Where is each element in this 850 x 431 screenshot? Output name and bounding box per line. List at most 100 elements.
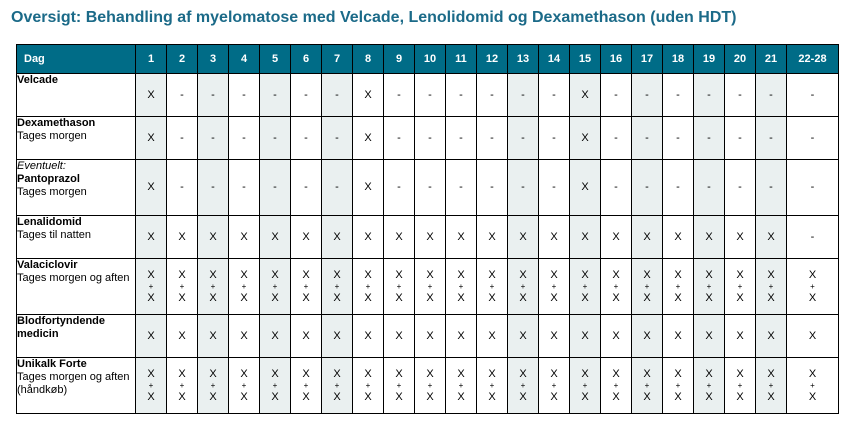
header-day-1: 1 bbox=[135, 44, 167, 74]
schedule-cell: X + X bbox=[352, 258, 384, 315]
table-row: Blodfortyndende medicin X X X X X X X X X X X X X X X X X… bbox=[16, 314, 839, 358]
schedule-cell: X + X bbox=[228, 357, 260, 414]
schedule-cell: X bbox=[414, 314, 446, 358]
schedule-cell: X bbox=[786, 314, 839, 358]
schedule-cell: - bbox=[600, 159, 632, 216]
schedule-cell: X bbox=[569, 116, 601, 160]
schedule-cell: - bbox=[662, 159, 694, 216]
schedule-cell: - bbox=[445, 73, 477, 117]
schedule-cell: X + X bbox=[755, 258, 787, 315]
schedule-cell: X bbox=[445, 215, 477, 259]
schedule-cell: - bbox=[321, 73, 353, 117]
schedule-cell: X bbox=[662, 314, 694, 358]
schedule-cell: X bbox=[321, 314, 353, 358]
schedule-cell: X bbox=[631, 215, 663, 259]
header-day-10: 10 bbox=[414, 44, 446, 74]
schedule-cell: X + X bbox=[600, 258, 632, 315]
schedule-cell: - bbox=[724, 159, 756, 216]
treatment-schedule-table: Dag 1 2 3 4 5 6 7 8 9 10 11 12 13 14 15 16 17 18 19 20 21 22-… bbox=[16, 44, 839, 414]
row-label-name: Dexamethason bbox=[17, 117, 96, 129]
schedule-cell: X bbox=[135, 116, 167, 160]
schedule-cell: X bbox=[166, 215, 198, 259]
schedule-cell: - bbox=[538, 159, 570, 216]
header-day-20: 20 bbox=[724, 44, 756, 74]
schedule-cell: X bbox=[197, 215, 229, 259]
schedule-cell: X bbox=[693, 215, 725, 259]
table-row: Valaciclovir Tages morgen og aften X + X X + X X… bbox=[16, 258, 839, 315]
schedule-cell: - bbox=[600, 73, 632, 117]
schedule-cell: - bbox=[383, 159, 415, 216]
schedule-cell: X bbox=[693, 314, 725, 358]
schedule-cell: X bbox=[135, 159, 167, 216]
schedule-cell: X bbox=[600, 215, 632, 259]
schedule-cell: X bbox=[755, 314, 787, 358]
schedule-cell: - bbox=[445, 159, 477, 216]
schedule-cell: - bbox=[166, 116, 198, 160]
schedule-cell: X bbox=[476, 215, 508, 259]
schedule-cell: X + X bbox=[414, 357, 446, 414]
schedule-cell: - bbox=[414, 159, 446, 216]
row-label-name: Pantoprazol bbox=[17, 173, 80, 185]
row-label-sub: Tages til natten bbox=[17, 229, 91, 241]
schedule-cell: X bbox=[538, 215, 570, 259]
row-label: Velcade bbox=[16, 73, 136, 117]
table-row: Eventuelt: Pantoprazol Tages morgen X - - - - - -… bbox=[16, 159, 839, 216]
schedule-cell: X bbox=[135, 73, 167, 117]
header-day-19: 19 bbox=[693, 44, 725, 74]
row-label-sub: Tages morgen og aften bbox=[17, 272, 130, 284]
header-day-13: 13 bbox=[507, 44, 539, 74]
schedule-cell: X + X bbox=[724, 357, 756, 414]
schedule-cell: - bbox=[197, 116, 229, 160]
row-label-name: Unikalk Forte bbox=[17, 358, 87, 370]
header-day-16: 16 bbox=[600, 44, 632, 74]
header-day-6: 6 bbox=[290, 44, 322, 74]
schedule-cell: - bbox=[631, 159, 663, 216]
row-label-sub: Tages morgen og aften (håndkøb) bbox=[17, 371, 130, 396]
schedule-cell: X + X bbox=[662, 357, 694, 414]
header-day-9: 9 bbox=[383, 44, 415, 74]
schedule-cell: X + X bbox=[631, 258, 663, 315]
schedule-cell: X + X bbox=[197, 357, 229, 414]
row-label-name: Blodfortyndende medicin bbox=[17, 315, 105, 340]
schedule-cell: - bbox=[507, 159, 539, 216]
header-day-12: 12 bbox=[476, 44, 508, 74]
schedule-cell: X + X bbox=[414, 258, 446, 315]
header-day-5: 5 bbox=[259, 44, 291, 74]
schedule-cell: X + X bbox=[755, 357, 787, 414]
schedule-cell: X bbox=[352, 116, 384, 160]
schedule-cell: X bbox=[166, 314, 198, 358]
schedule-cell: - bbox=[786, 116, 839, 160]
schedule-cell: - bbox=[507, 116, 539, 160]
schedule-cell: X bbox=[662, 215, 694, 259]
schedule-cell: X + X bbox=[290, 258, 322, 315]
schedule-cell: X + X bbox=[445, 357, 477, 414]
row-label: Dexamethason Tages morgen bbox=[16, 116, 136, 160]
schedule-cell: - bbox=[290, 116, 322, 160]
header-day-3: 3 bbox=[197, 44, 229, 74]
schedule-cell: - bbox=[786, 73, 839, 117]
schedule-cell: X + X bbox=[569, 258, 601, 315]
schedule-cell: - bbox=[290, 159, 322, 216]
schedule-cell: X bbox=[569, 73, 601, 117]
schedule-cell: X bbox=[569, 215, 601, 259]
schedule-cell: - bbox=[259, 159, 291, 216]
schedule-cell: - bbox=[290, 73, 322, 117]
schedule-cell: - bbox=[662, 73, 694, 117]
schedule-cell: X bbox=[631, 314, 663, 358]
schedule-cell: X + X bbox=[197, 258, 229, 315]
schedule-cell: X bbox=[228, 215, 260, 259]
schedule-cell: X + X bbox=[693, 258, 725, 315]
header-day-11: 11 bbox=[445, 44, 477, 74]
schedule-cell: X bbox=[352, 73, 384, 117]
schedule-cell: X + X bbox=[259, 357, 291, 414]
header-day-4: 4 bbox=[228, 44, 260, 74]
schedule-cell: - bbox=[631, 116, 663, 160]
schedule-cell: - bbox=[724, 73, 756, 117]
schedule-cell: X + X bbox=[383, 258, 415, 315]
schedule-cell: X + X bbox=[166, 357, 198, 414]
schedule-cell: X bbox=[259, 215, 291, 259]
header-day-21: 21 bbox=[755, 44, 787, 74]
schedule-cell: X + X bbox=[476, 258, 508, 315]
schedule-cell: - bbox=[383, 116, 415, 160]
schedule-cell: - bbox=[693, 116, 725, 160]
